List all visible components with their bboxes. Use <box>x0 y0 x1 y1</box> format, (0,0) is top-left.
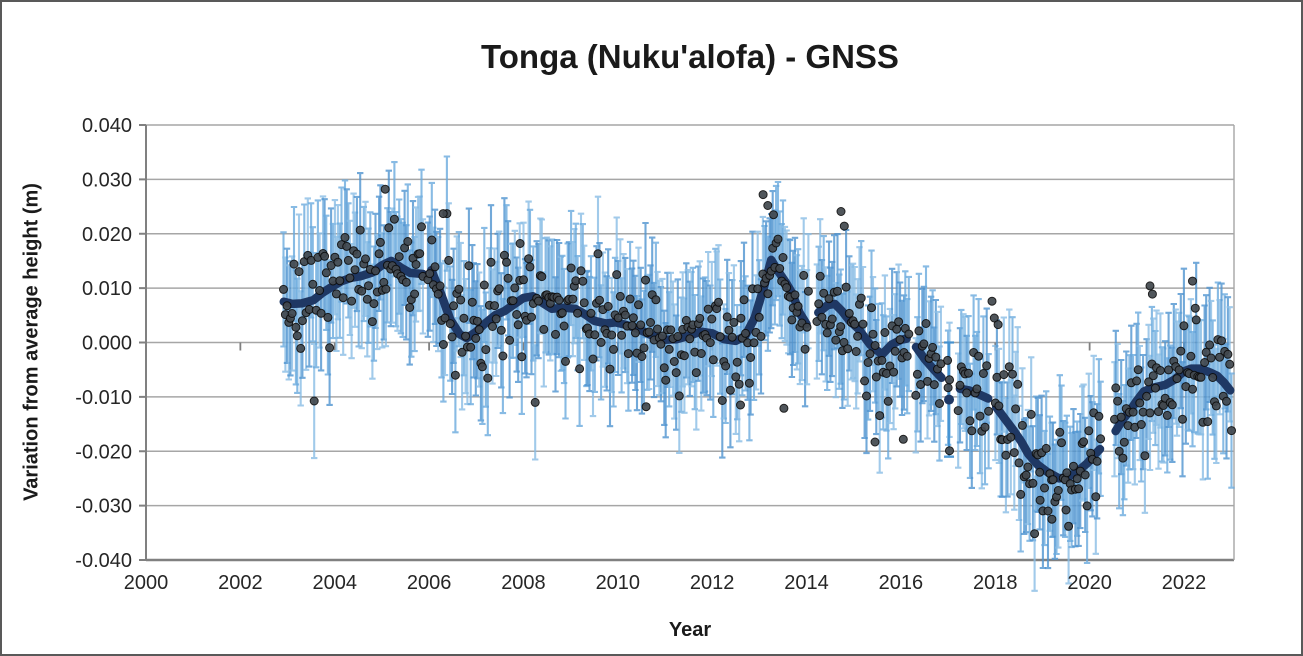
x-tick-label: 2014 <box>784 572 829 594</box>
y-tick-label: 0.000 <box>82 333 132 355</box>
chart-title: Tonga (Nuku'alofa) - GNSS <box>481 38 899 75</box>
y-tick-label: 0.010 <box>82 278 132 300</box>
x-tick-label: 2006 <box>407 572 452 594</box>
y-tick-label: -0.020 <box>75 441 132 463</box>
x-tick-label: 2018 <box>973 572 1018 594</box>
x-axis-title: Year <box>668 619 712 641</box>
x-tick-label: 2020 <box>1067 572 1112 594</box>
y-tick-label: 0.020 <box>82 224 132 246</box>
y-tick-label: -0.040 <box>75 550 132 572</box>
y-tick-label: 0.040 <box>82 115 132 137</box>
tick-labels-group: 0.040 0.030 0.020 0.010 0.000 -0.010 -0.020 -0.… <box>75 115 1206 594</box>
x-tick-label: 2008 <box>501 572 546 594</box>
y-tick-label: -0.030 <box>75 496 132 518</box>
y-tick-label: 0.030 <box>82 169 132 191</box>
x-tick-label: 2004 <box>312 572 357 594</box>
scatter-group <box>279 184 1236 539</box>
x-tick-label: 2012 <box>690 572 735 594</box>
x-tick-label: 2016 <box>879 572 924 594</box>
y-tick-label: -0.010 <box>75 387 132 409</box>
x-tick-label: 2022 <box>1162 572 1207 594</box>
x-tick-label: 2000 <box>124 572 169 594</box>
x-tick-label: 2002 <box>218 572 263 594</box>
x-tick-label: 2010 <box>596 572 641 594</box>
error-bars-group <box>280 155 1235 592</box>
